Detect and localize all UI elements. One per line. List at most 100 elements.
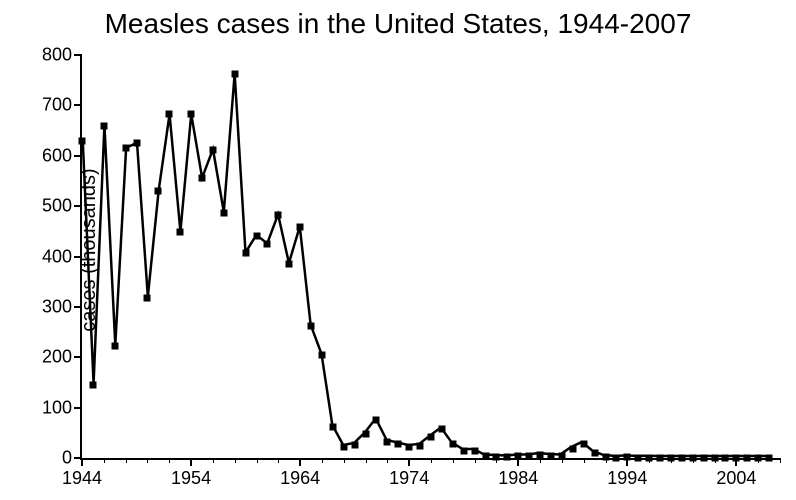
data-point bbox=[297, 224, 304, 231]
data-point bbox=[275, 212, 282, 219]
y-tick-label: 500 bbox=[42, 196, 72, 217]
data-point bbox=[657, 454, 664, 461]
data-point bbox=[395, 441, 402, 448]
data-point bbox=[111, 343, 118, 350]
x-tick-minor bbox=[322, 458, 323, 463]
x-tick-minor bbox=[475, 458, 476, 463]
data-point bbox=[449, 441, 456, 448]
x-tick-label: 1974 bbox=[389, 468, 429, 489]
data-point bbox=[89, 381, 96, 388]
data-point bbox=[340, 443, 347, 450]
x-tick-label: 1984 bbox=[498, 468, 538, 489]
x-tick-minor bbox=[366, 458, 367, 463]
data-point bbox=[351, 441, 358, 448]
data-point bbox=[253, 232, 260, 239]
data-point bbox=[329, 423, 336, 430]
data-point bbox=[100, 122, 107, 129]
x-tick-minor bbox=[540, 458, 541, 463]
x-tick-label: 1954 bbox=[171, 468, 211, 489]
y-tick bbox=[74, 205, 82, 207]
data-point bbox=[231, 70, 238, 77]
data-point bbox=[362, 431, 369, 438]
x-tick-minor bbox=[104, 458, 105, 463]
x-tick-label: 1964 bbox=[280, 468, 320, 489]
data-point bbox=[471, 447, 478, 454]
x-tick-minor bbox=[387, 458, 388, 463]
data-point bbox=[689, 454, 696, 461]
data-point bbox=[711, 454, 718, 461]
x-tick-minor bbox=[126, 458, 127, 463]
data-point bbox=[166, 111, 173, 118]
data-point bbox=[602, 453, 609, 460]
data-point bbox=[580, 440, 587, 447]
data-point bbox=[482, 453, 489, 460]
data-point bbox=[384, 438, 391, 445]
data-point bbox=[155, 188, 162, 195]
x-tick-minor bbox=[213, 458, 214, 463]
data-point bbox=[417, 442, 424, 449]
data-point bbox=[537, 451, 544, 458]
data-point bbox=[547, 452, 554, 459]
y-tick-label: 300 bbox=[42, 296, 72, 317]
y-tick bbox=[74, 54, 82, 56]
x-tick-minor bbox=[235, 458, 236, 463]
data-point bbox=[493, 453, 500, 460]
y-tick-label: 800 bbox=[42, 45, 72, 66]
x-tick-minor bbox=[780, 458, 781, 463]
x-tick-label: 1944 bbox=[62, 468, 102, 489]
y-tick bbox=[74, 356, 82, 358]
data-point bbox=[635, 454, 642, 461]
data-point bbox=[504, 454, 511, 461]
data-point bbox=[406, 443, 413, 450]
data-point bbox=[558, 453, 565, 460]
x-tick-label: 2004 bbox=[716, 468, 756, 489]
data-point bbox=[198, 175, 205, 182]
data-point bbox=[144, 294, 151, 301]
data-point bbox=[591, 449, 598, 456]
y-tick-label: 200 bbox=[42, 347, 72, 368]
data-point bbox=[755, 454, 762, 461]
chart-title: Measles cases in the United States, 1944… bbox=[0, 8, 796, 40]
data-point bbox=[515, 453, 522, 460]
data-point bbox=[613, 454, 620, 461]
data-point bbox=[428, 434, 435, 441]
data-point bbox=[242, 250, 249, 257]
y-tick bbox=[74, 155, 82, 157]
x-tick-label: 1994 bbox=[607, 468, 647, 489]
data-point bbox=[318, 352, 325, 359]
data-point bbox=[624, 454, 631, 461]
x-tick-minor bbox=[257, 458, 258, 463]
data-point bbox=[177, 229, 184, 236]
plot-area: 0100200300400500600700800194419541964197… bbox=[80, 55, 780, 460]
data-point bbox=[700, 454, 707, 461]
data-point bbox=[133, 140, 140, 147]
x-tick bbox=[299, 458, 301, 466]
y-tick bbox=[74, 306, 82, 308]
x-tick-minor bbox=[147, 458, 148, 463]
data-point bbox=[308, 323, 315, 330]
data-point bbox=[733, 454, 740, 461]
data-point bbox=[188, 111, 195, 118]
x-tick bbox=[81, 458, 83, 466]
x-tick-minor bbox=[453, 458, 454, 463]
data-point bbox=[526, 453, 533, 460]
y-tick-label: 400 bbox=[42, 246, 72, 267]
x-tick-minor bbox=[584, 458, 585, 463]
data-point bbox=[264, 241, 271, 248]
x-tick-minor bbox=[278, 458, 279, 463]
series-line bbox=[83, 74, 767, 456]
data-point bbox=[678, 454, 685, 461]
data-point bbox=[722, 454, 729, 461]
data-point bbox=[220, 209, 227, 216]
data-point bbox=[286, 261, 293, 268]
data-point bbox=[667, 454, 674, 461]
y-tick bbox=[74, 407, 82, 409]
y-tick-label: 700 bbox=[42, 95, 72, 116]
data-point bbox=[438, 426, 445, 433]
x-tick-minor bbox=[431, 458, 432, 463]
chart-container: Measles cases in the United States, 1944… bbox=[0, 0, 796, 500]
data-point bbox=[460, 447, 467, 454]
data-point bbox=[646, 454, 653, 461]
x-tick bbox=[190, 458, 192, 466]
x-tick bbox=[408, 458, 410, 466]
